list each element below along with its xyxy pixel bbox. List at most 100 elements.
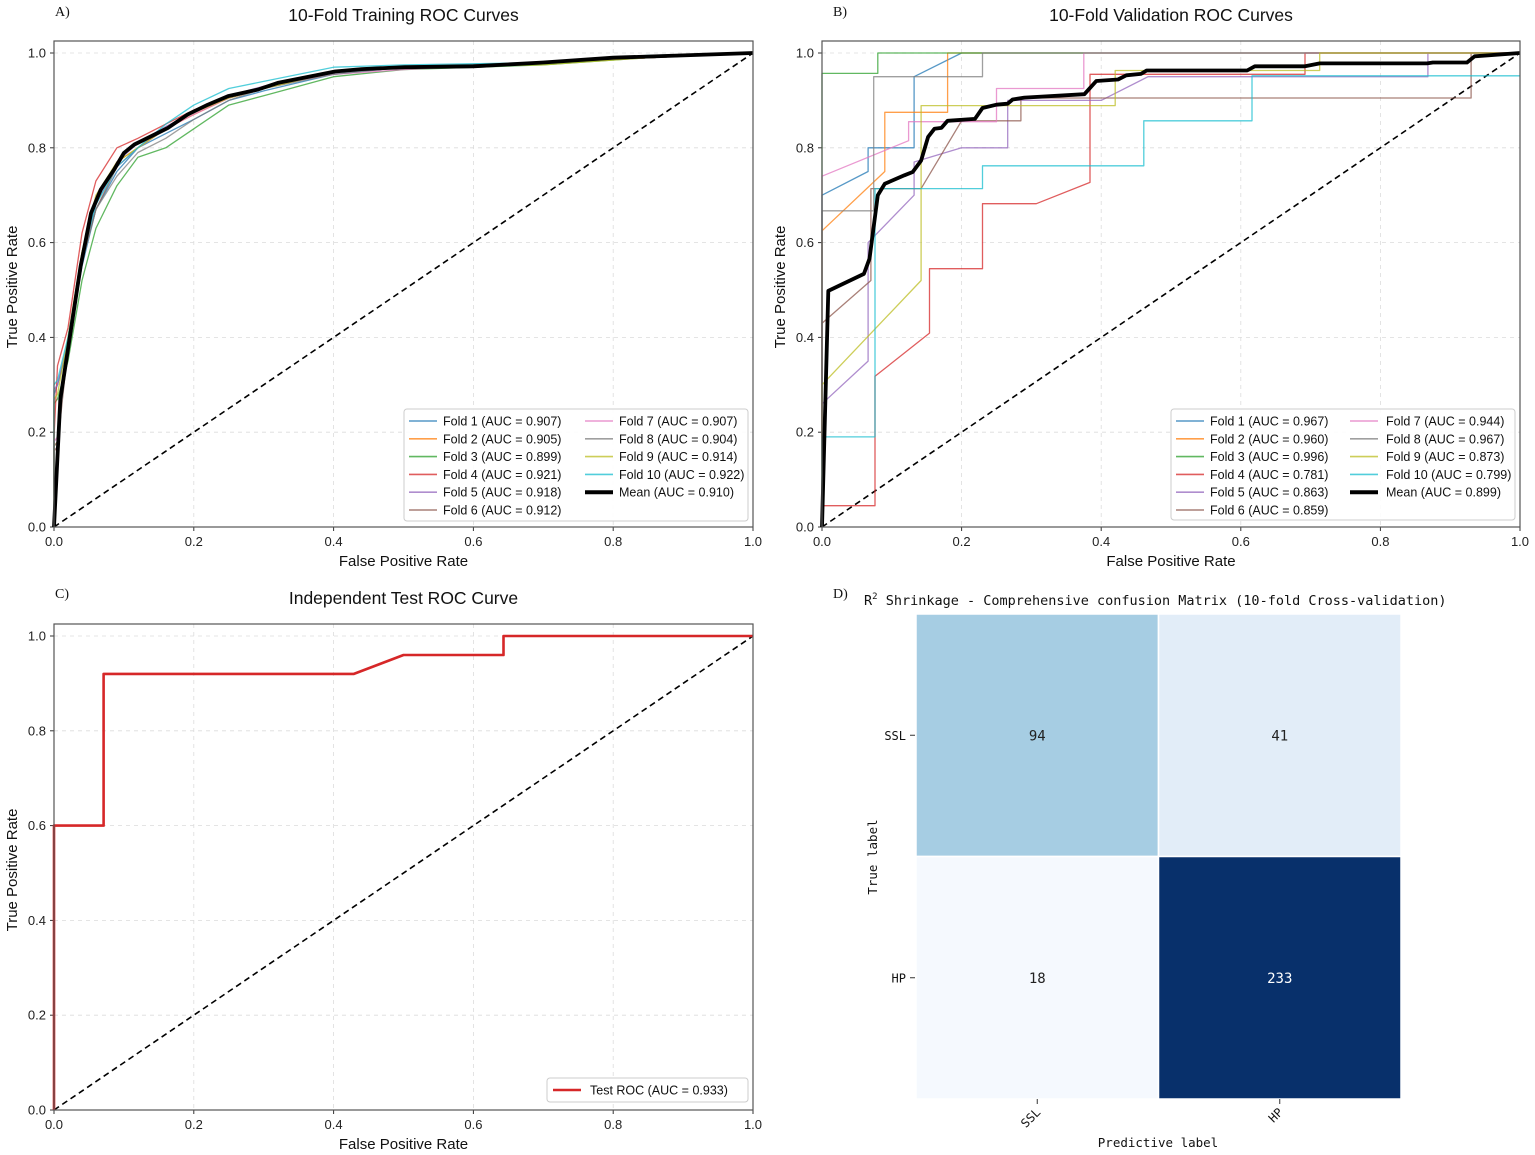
fold-5-roc-line [821,52,1520,527]
legend-box [546,1077,749,1103]
y-tick-label: 0.4 [28,330,46,345]
legend-entry: Fold 4 (AUC = 0.921) [443,468,561,482]
y-axis-label: True Positive Rate [4,809,21,932]
col-label: HP [1266,1105,1286,1125]
x-tick-label: 0.4 [325,1117,343,1132]
row-label: SSL [884,729,906,743]
x-tick-label: 0.8 [604,1117,622,1132]
y-axis-label: True label [865,819,880,894]
y-tick-label: 0.0 [796,520,814,535]
legend-entry: Fold 9 (AUC = 0.914) [619,450,737,464]
col-label: SSL [1018,1105,1043,1130]
legend-entry: Fold 1 (AUC = 0.967) [1210,415,1328,429]
legend-entry: Fold 4 (AUC = 0.781) [1210,468,1328,482]
x-tick-label: 0.6 [464,534,482,549]
legend-entry: Fold 2 (AUC = 0.960) [1210,432,1328,446]
x-tick-label: 0.8 [604,534,622,549]
x-tick-label: 0.2 [185,1117,203,1132]
legend-entry: Fold 10 (AUC = 0.922) [619,468,744,482]
legend-entry: Fold 1 (AUC = 0.907) [443,415,561,429]
fold-4-roc-line [821,52,1520,527]
y-tick-label: 0.2 [28,425,46,440]
legend-entry: Fold 6 (AUC = 0.859) [1210,504,1328,518]
panel-c: 0.0 0.2 0.4 0.6 0.8 1.0 0.0 0.2 0.4 0.6 0.8 1.0 Inde… [4,587,762,1153]
x-axis-label: False Positive Rate [1106,553,1235,570]
y-tick-label: 1.0 [796,46,814,61]
panel-label: B) [833,5,847,20]
legend-entry: Fold 9 (AUC = 0.873) [1386,450,1504,464]
panel-a: 0.0 0.2 0.4 0.6 0.8 1.0 0.0 0.2 0.4 0.6 0.8 1.0 10-F… [4,5,762,570]
test-roc-line [52,634,753,1110]
x-tick-label: 1.0 [744,534,762,549]
legend-entry: Fold 3 (AUC = 0.996) [1210,450,1328,464]
heatmap-cell [915,613,1160,858]
y-tick-label: 0.2 [796,425,814,440]
chance-diagonal-line [821,52,1521,528]
legend-entry: Fold 5 (AUC = 0.863) [1210,486,1328,500]
y-tick-label: 0.4 [28,913,46,928]
panel-d: 94 41 18 233 SSL HP SSL HP Predictive label True … [833,587,1447,1150]
y-tick-label: 1.0 [28,629,46,644]
cell-value: 41 [1271,728,1288,744]
y-tick-label: 0.8 [28,140,46,155]
heatmap-cell [1157,613,1402,858]
legend-entry: Fold 6 (AUC = 0.912) [443,504,561,518]
y-tick-label: 0.0 [28,1103,46,1118]
legend-entry: Fold 10 (AUC = 0.799) [1386,468,1511,482]
legend-entry: Fold 7 (AUC = 0.944) [1386,415,1504,429]
chart-title: 10-Fold Validation ROC Curves [1049,5,1293,25]
legend-box [403,408,749,522]
x-tick-label: 0.6 [1232,534,1250,549]
legend-entry: Fold 5 (AUC = 0.918) [443,486,561,500]
x-tick-label: 1.0 [1511,534,1529,549]
y-tick-label: 1.0 [28,46,46,61]
row-label: HP [892,971,906,985]
cell-value: 18 [1029,971,1046,987]
y-tick-label: 0.0 [28,520,46,535]
y-tick-label: 0.4 [796,330,814,345]
fold-7-roc-line [821,52,1520,527]
panel-label: C) [55,587,69,602]
y-tick-label: 0.8 [28,723,46,738]
x-tick-label: 0.4 [1092,534,1110,549]
x-tick-label: 0.0 [45,1117,63,1132]
legend-entry: Test ROC (AUC = 0.933) [590,1084,728,1098]
title-r: R [864,593,873,609]
y-axis-label: True Positive Rate [4,226,21,349]
x-tick-label: 0.2 [185,534,203,549]
legend-entry: Fold 7 (AUC = 0.907) [619,415,737,429]
x-axis-label: False Positive Rate [339,1136,468,1153]
mean-roc-line [820,51,1521,528]
x-axis-label: Predictive label [1098,1135,1218,1150]
x-axis-label: False Positive Rate [339,553,468,570]
axes-frame [53,623,754,1111]
cell-value: 94 [1029,728,1046,744]
legend-entry: Mean (AUC = 0.899) [1386,486,1501,500]
legend-entry: Fold 2 (AUC = 0.905) [443,432,561,446]
heatmap-cell [1157,855,1402,1100]
legend-box [1170,408,1516,521]
x-tick-label: 0.4 [325,534,343,549]
x-tick-label: 0.8 [1371,534,1389,549]
legend-entry: Mean (AUC = 0.910) [619,486,734,500]
fold-10-roc-line [821,75,1520,527]
chart-title: R2 Shrinkage - Comprehensive confusion M… [864,592,1447,609]
title-text: Shrinkage - Comprehensive confusion Matr… [878,593,1447,609]
y-tick-label: 0.6 [796,235,814,250]
y-axis-label: True Positive Rate [772,226,789,349]
title-superscript: 2 [872,592,877,602]
mean-roc-line [52,51,754,528]
legend-entry: Fold 8 (AUC = 0.904) [619,432,737,446]
panel-b: 0.0 0.2 0.4 0.6 0.8 1.0 0.0 0.2 0.4 0.6 0.8 1.0 10-F… [772,5,1529,570]
y-tick-label: 0.6 [28,818,46,833]
panel-label: D) [833,587,848,602]
chart-title: Independent Test ROC Curve [289,588,518,608]
chance-diagonal-line [53,635,754,1111]
chance-diagonal-line [53,52,754,528]
y-tick-label: 0.8 [796,140,814,155]
fold-9-roc-line [821,52,1520,527]
x-tick-label: 0.6 [464,1117,482,1132]
x-tick-label: 1.0 [744,1117,762,1132]
fold-10-roc-line [53,52,754,527]
